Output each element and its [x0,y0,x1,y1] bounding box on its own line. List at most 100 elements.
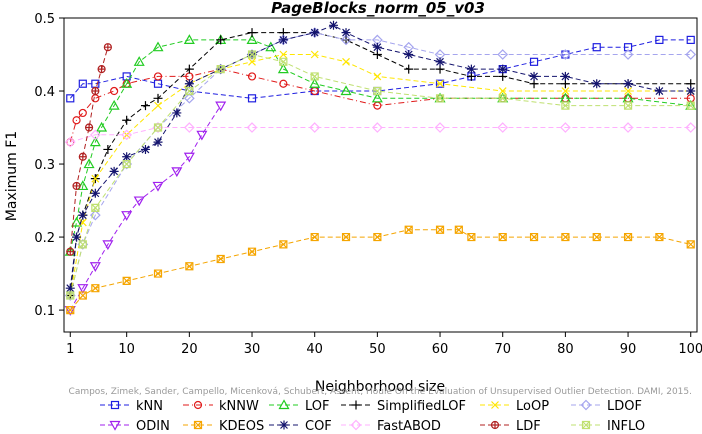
data-point [435,225,445,234]
data-point [153,137,163,147]
legend-label: LDOF [607,399,642,414]
legend-item: FastABOD [341,419,441,434]
legend-item: COF [269,419,332,434]
series-fastabod [64,122,697,148]
data-point [686,101,695,110]
data-point [152,181,164,192]
data-point [185,262,194,271]
data-point [498,87,507,95]
data-point [66,305,75,315]
data-point [340,34,352,46]
y-tick-label: 0.3 [34,158,55,173]
data-point [279,79,288,88]
data-point [529,71,539,81]
data-point [102,240,114,251]
data-point [140,144,150,154]
data-point [78,108,87,118]
y-tick-label: 0.4 [34,85,55,100]
series-odin [64,101,227,316]
data-point [154,101,162,110]
x-tick-label: 10 [118,342,135,357]
data-point [72,116,81,125]
data-point [193,400,203,410]
series-kdeos [66,225,695,315]
series-line [70,127,691,143]
series-line [69,105,222,311]
data-point [216,35,226,45]
data-point [498,232,507,242]
data-point [310,72,319,81]
data-point [498,64,508,74]
data-point [686,86,696,96]
data-point [121,211,133,221]
data-point [342,57,350,66]
data-point [103,43,112,52]
data-point [434,122,446,133]
data-point [153,72,163,81]
legend-item: LDF [480,419,541,434]
legend-label: kNN [136,399,163,414]
data-point [133,196,145,207]
legend-label: SimplifiedLOF [377,399,466,414]
data-point [466,64,476,74]
y-tick-label: 0.5 [34,12,55,27]
data-point [72,181,81,191]
data-point [108,99,120,110]
series-lof [64,34,697,256]
data-point [184,64,194,74]
data-point [65,283,75,293]
data-point [529,232,539,242]
data-point [655,232,664,242]
series-line [69,32,691,296]
data-point [686,35,695,45]
y-axis-label: Maximum F1 [4,131,20,221]
series-ldf [66,43,112,256]
data-point [78,79,87,88]
data-point [529,57,539,66]
data-point [66,247,75,256]
data-point [122,276,131,285]
data-point [560,122,571,133]
x-axis-label: Neighborhood size [315,379,445,395]
data-point [216,65,225,74]
data-point [435,79,445,88]
legend-label: COF [305,419,332,434]
data-point [133,56,145,66]
data-point [109,420,121,431]
x-tick-label: 40 [306,342,323,357]
data-point [110,400,120,410]
data-point [310,28,320,38]
legend-item: INFLO [571,419,645,434]
data-point [171,167,183,178]
x-tick-label: 80 [557,342,574,357]
x-tick-label: 90 [620,342,637,357]
series-simplifiedlof [65,28,696,300]
legend-item: LoOP [480,399,549,414]
data-point [623,101,633,110]
series-line [69,47,109,252]
data-point [78,240,87,249]
plot-frame [63,17,698,333]
data-point [497,49,509,60]
data-point [279,57,288,66]
series-inflo [66,50,695,300]
data-point [277,63,289,74]
legend-label: KDEOS [219,419,264,434]
data-point [498,94,507,103]
legend-label: kNNW [219,399,259,414]
data-point [184,79,194,89]
data-point [278,35,288,45]
watermark: Campos, Zimek, Sander, Campello, Micenko… [69,387,692,397]
data-point [122,152,132,162]
data-point [592,232,601,242]
data-point [309,122,321,133]
legend-item: kNN [100,399,163,414]
data-point [655,35,664,45]
data-point [84,123,94,132]
data-point [279,240,288,249]
data-point [121,129,133,141]
data-point [64,136,76,148]
data-point [72,232,82,242]
data-point [83,158,95,169]
